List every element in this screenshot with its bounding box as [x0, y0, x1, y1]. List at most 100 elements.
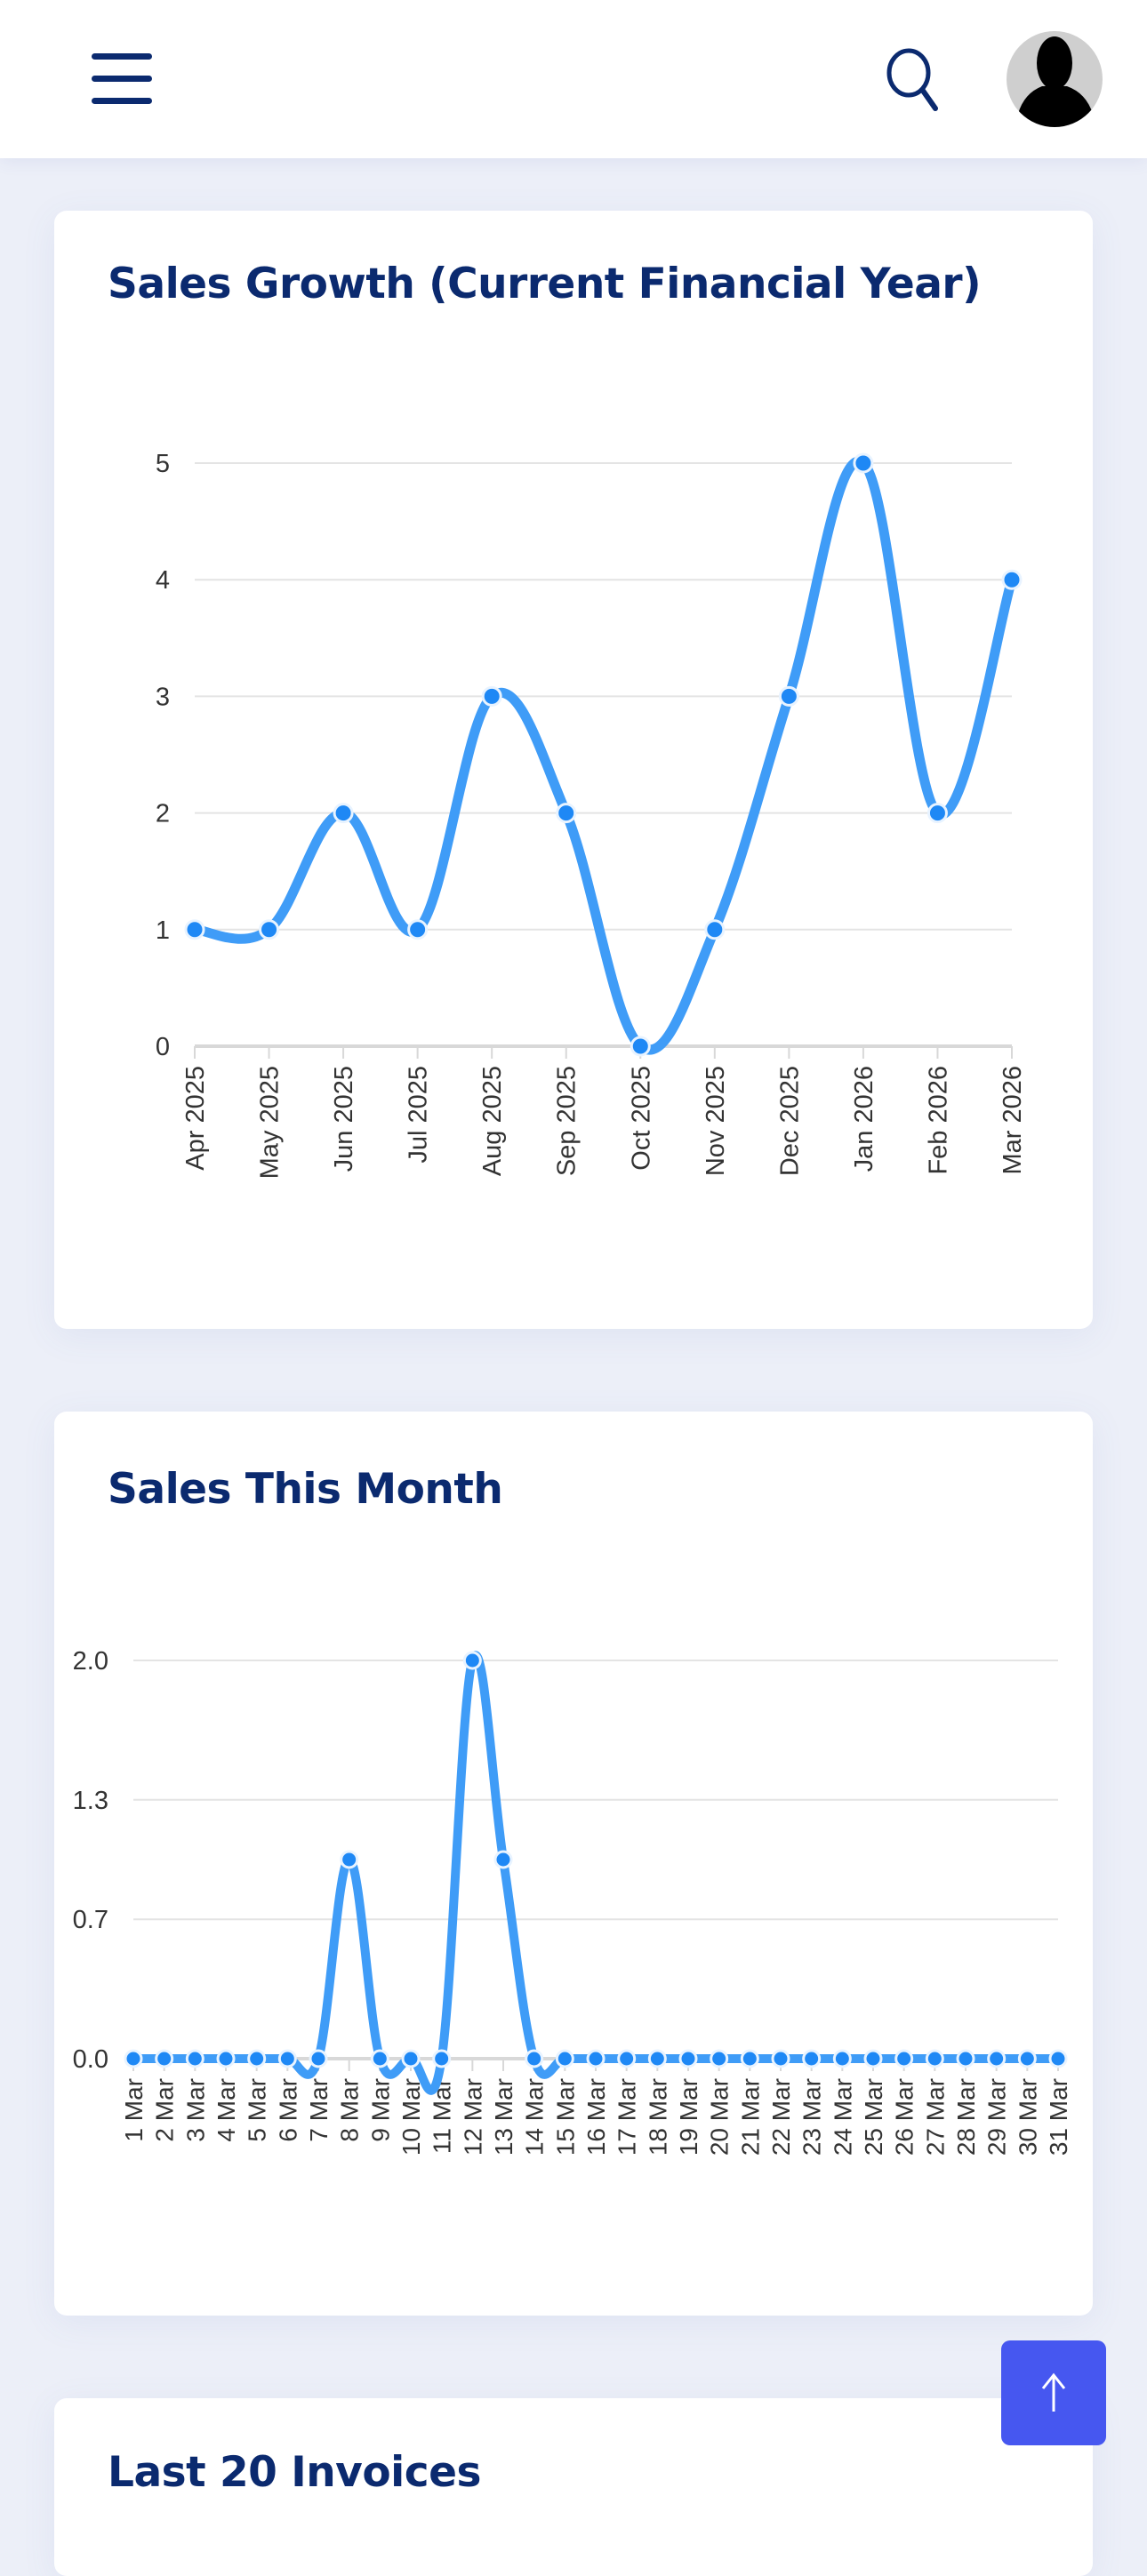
x-tick-label: Jun 2025 — [330, 1066, 358, 1172]
x-tick-label: May 2025 — [256, 1066, 285, 1179]
data-point — [277, 2049, 297, 2068]
data-point — [853, 452, 874, 474]
x-tick-label: 1 Mar — [120, 2078, 148, 2142]
data-point — [462, 1651, 482, 1670]
x-tick-label: 27 Mar — [921, 2078, 949, 2156]
x-tick-label: Dec 2025 — [775, 1066, 804, 1176]
data-point — [832, 2049, 852, 2068]
x-tick-label: 5 Mar — [244, 2078, 271, 2142]
data-point — [481, 685, 502, 707]
x-tick-label: 18 Mar — [644, 2078, 671, 2156]
x-tick-label: 7 Mar — [305, 2078, 333, 2142]
x-tick-label: 31 Mar — [1045, 2078, 1072, 2156]
data-point — [333, 803, 354, 824]
data-point — [740, 2049, 759, 2068]
data-point — [432, 2049, 452, 2068]
x-tick-label: 22 Mar — [767, 2078, 795, 2156]
data-point — [124, 2049, 143, 2068]
x-tick-label: 6 Mar — [274, 2078, 301, 2142]
arrow-up-icon — [1041, 2372, 1066, 2412]
y-tick-label: 3 — [156, 683, 170, 711]
y-tick-label: 1.3 — [73, 1787, 108, 1815]
x-tick-label: Mar 2026 — [999, 1066, 1027, 1175]
x-tick-label: Feb 2026 — [924, 1066, 952, 1175]
x-tick-label: 20 Mar — [706, 2078, 734, 2156]
user-avatar[interactable] — [1007, 31, 1103, 127]
x-tick-label: 17 Mar — [614, 2078, 641, 2156]
x-tick-label: 29 Mar — [983, 2078, 1011, 2156]
data-point — [771, 2049, 790, 2068]
x-tick-label: 26 Mar — [891, 2078, 918, 2156]
data-point — [556, 803, 577, 824]
x-tick-label: 19 Mar — [675, 2078, 702, 2156]
data-point — [704, 919, 726, 940]
data-point — [184, 919, 205, 940]
data-point — [956, 2049, 975, 2068]
scroll-to-top-button[interactable] — [1001, 2340, 1106, 2445]
x-tick-label: Apr 2025 — [181, 1066, 210, 1171]
x-tick-label: 30 Mar — [1014, 2078, 1041, 2156]
x-tick-label: 8 Mar — [336, 2078, 364, 2142]
data-point — [155, 2049, 174, 2068]
x-tick-label: 4 Mar — [213, 2078, 240, 2142]
data-point — [247, 2049, 267, 2068]
y-tick-label: 0 — [156, 1033, 170, 1061]
x-tick-label: 2 Mar — [151, 2078, 179, 2142]
sales-this-month-chart: 0.0 0.7 1.3 2.0 1 Mar 2 Mar 3 Mar 4 Mar 5 Mar 6 M… — [73, 1647, 1072, 2156]
x-tick-label: 16 Mar — [582, 2078, 610, 2156]
x-tick-label: 10 Mar — [397, 2078, 425, 2156]
data-point — [555, 2049, 574, 2068]
data-point — [1001, 569, 1023, 590]
search-icon[interactable] — [880, 46, 944, 114]
x-tick-label: 12 Mar — [459, 2078, 486, 2156]
data-point — [340, 1850, 359, 1869]
y-tick-label: 0.0 — [73, 2045, 108, 2074]
sales-growth-chart: 0 1 2 3 4 5 Apr 2025 May 2025 Jun 2025 Jul 2025 Au… — [156, 450, 1027, 1179]
data-point — [630, 1036, 651, 1057]
x-tick-label: 13 Mar — [490, 2078, 517, 2156]
x-tick-label: 28 Mar — [952, 2078, 980, 2156]
data-point — [802, 2049, 822, 2068]
x-tick-label: Oct 2025 — [627, 1066, 655, 1171]
data-point — [185, 2049, 205, 2068]
x-tick-label: 25 Mar — [860, 2078, 887, 2156]
data-point — [586, 2049, 606, 2068]
data-point — [778, 685, 799, 707]
x-tick-label: 9 Mar — [366, 2078, 394, 2142]
data-point — [370, 2049, 389, 2068]
data-point — [894, 2049, 914, 2068]
data-point — [1048, 2049, 1068, 2068]
y-tick-label: 0.7 — [73, 1906, 108, 1934]
data-point — [863, 2049, 883, 2068]
y-tick-label: 2 — [156, 800, 170, 828]
data-point — [926, 803, 948, 824]
top-header — [0, 0, 1147, 158]
data-point — [678, 2049, 698, 2068]
data-point — [407, 919, 429, 940]
x-tick-label: 24 Mar — [829, 2078, 856, 2156]
y-tick-label: 1 — [156, 916, 170, 945]
card-title: Last 20 Invoices — [108, 2448, 481, 2497]
x-tick-label: 3 Mar — [181, 2078, 209, 2142]
card-title: Sales Growth (Current Financial Year) — [108, 260, 982, 308]
data-point — [525, 2049, 544, 2068]
x-tick-label: 23 Mar — [798, 2078, 826, 2156]
data-point — [617, 2049, 637, 2068]
x-tick-label: Nov 2025 — [702, 1066, 730, 1176]
y-tick-label: 5 — [156, 450, 170, 478]
x-tick-label: 21 Mar — [736, 2078, 764, 2156]
data-point — [1017, 2049, 1037, 2068]
series-line — [133, 1651, 1058, 2095]
y-tick-label: 4 — [156, 566, 170, 595]
y-tick-label: 2.0 — [73, 1647, 108, 1676]
hamburger-icon[interactable] — [92, 53, 152, 105]
data-point — [987, 2049, 1007, 2068]
data-point — [216, 2049, 236, 2068]
x-tick-label: Aug 2025 — [478, 1066, 507, 1176]
x-tick-label: Jan 2026 — [850, 1066, 878, 1172]
x-tick-label: Sep 2025 — [553, 1066, 582, 1176]
data-point — [925, 2049, 944, 2068]
card-title: Sales This Month — [108, 1465, 503, 1514]
x-tick-label: 15 Mar — [551, 2078, 579, 2156]
data-point — [647, 2049, 667, 2068]
